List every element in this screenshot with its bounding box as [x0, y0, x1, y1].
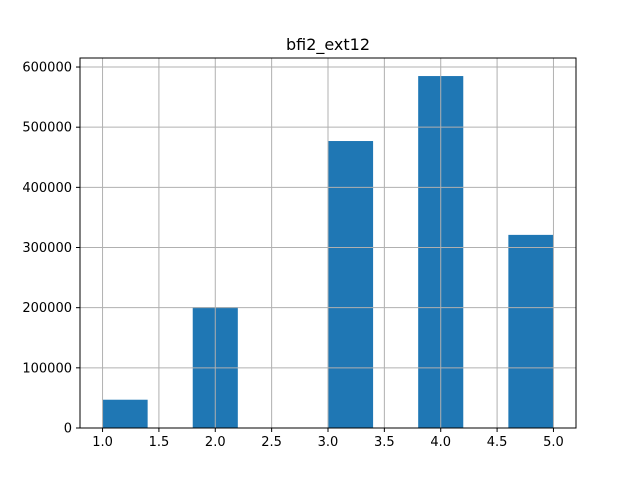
x-tick-label: 4.5 [487, 435, 508, 450]
y-tick-label: 300000 [22, 241, 72, 256]
x-tick-label: 3.5 [374, 435, 395, 450]
x-tick-label: 4.0 [430, 435, 451, 450]
histogram-bar [508, 234, 554, 428]
grid-lines [80, 58, 576, 429]
x-tick-label: 1.0 [92, 435, 113, 450]
y-tick-label: 600000 [22, 61, 72, 76]
y-tick-label: 200000 [22, 301, 72, 316]
chart-title: bfi2_ext12 [286, 35, 370, 55]
x-tick-label: 2.5 [261, 435, 282, 450]
x-tick-label: 3.0 [318, 435, 339, 450]
x-tick-label: 2.0 [205, 435, 226, 450]
y-tick-label: 500000 [22, 121, 72, 136]
histogram-bar [102, 399, 148, 428]
y-tick-label: 0 [64, 422, 72, 437]
x-axis-ticks: 1.0 1.5 2.0 2.5 3.0 3.5 4.0 4.5 5.0 [92, 428, 564, 450]
histogram-bar [328, 141, 374, 428]
x-tick-label: 5.0 [543, 435, 564, 450]
y-tick-label: 400000 [22, 181, 72, 196]
y-tick-label: 100000 [22, 361, 72, 376]
y-axis-ticks: 0 100000 200000 300000 400000 500000 600000 [22, 61, 80, 437]
x-tick-label: 1.5 [149, 435, 170, 450]
